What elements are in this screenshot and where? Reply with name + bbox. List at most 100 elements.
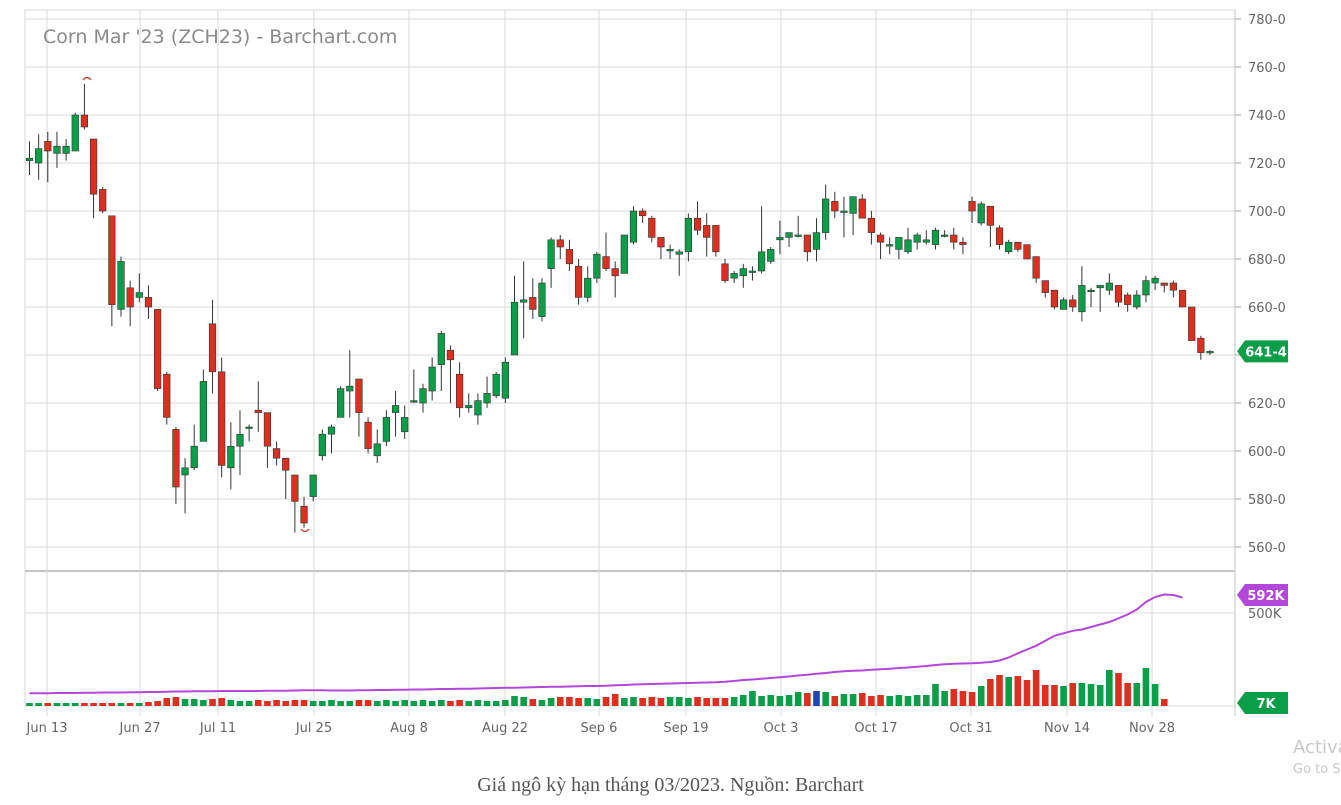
volume-bar: [794, 692, 802, 706]
candle-up: [977, 203, 985, 224]
volume-bar: [1124, 683, 1131, 706]
volume-bar: [1133, 683, 1141, 706]
volume-bar: [868, 696, 875, 706]
value-tags: 641-4 592K 7K: [1237, 340, 1288, 714]
volume-bar: [337, 701, 344, 706]
volume-bar: [703, 698, 710, 706]
time-tick-label: Jun 13: [26, 721, 68, 736]
candle-up: [520, 299, 528, 303]
candle-down: [602, 256, 610, 269]
volume-bar: [200, 700, 207, 706]
candle-down: [867, 217, 876, 233]
candle-down: [876, 234, 885, 243]
candle-up: [419, 388, 427, 404]
candle-up: [501, 361, 509, 399]
candle-up: [767, 249, 775, 262]
candle-down: [858, 198, 866, 219]
candle-down: [693, 217, 702, 231]
candle-up: [190, 445, 198, 469]
volume-bar: [1078, 683, 1086, 706]
volume-bar: [749, 691, 756, 706]
volume-bar: [264, 701, 271, 706]
candle-down: [282, 457, 290, 471]
candle-down: [218, 371, 226, 466]
volume-bar: [438, 700, 445, 706]
time-tick-label: Jul 11: [199, 721, 236, 736]
candle-up: [373, 443, 381, 457]
candle-down: [163, 373, 171, 418]
volume-bar: [657, 698, 665, 706]
candle-up: [941, 234, 949, 237]
candle-up: [776, 237, 784, 241]
volume-bar: [346, 701, 354, 706]
volume-bar: [1087, 684, 1095, 706]
volume-tag: 7K: [1237, 692, 1288, 714]
candle-down: [1124, 294, 1132, 305]
volume-bar: [1115, 673, 1122, 706]
volume-bar: [1032, 670, 1040, 706]
time-tick-label: Jul 25: [295, 721, 332, 736]
candle-up: [391, 405, 400, 413]
candle-up: [199, 381, 207, 442]
volume-bar: [566, 697, 573, 706]
candle-up: [666, 249, 674, 252]
volume-bar: [923, 695, 930, 706]
candle-up: [327, 426, 336, 435]
volume-bar: [621, 698, 628, 706]
candle-up: [675, 251, 683, 255]
chart-grid: [24, 9, 1236, 716]
candle-up: [931, 229, 940, 245]
volume-bar: [648, 697, 656, 706]
candle-down: [556, 239, 564, 248]
candle-up: [547, 239, 555, 269]
candle-down: [172, 429, 180, 488]
candle-up: [410, 400, 418, 403]
candle-up: [135, 292, 143, 298]
candle-up: [236, 433, 244, 447]
candle-up: [1059, 299, 1068, 310]
candle-down: [703, 225, 711, 238]
volume-bar: [538, 700, 546, 706]
period-low-marker: [300, 528, 310, 533]
candle-up: [318, 433, 326, 457]
candle-down: [291, 474, 299, 502]
volume-bar: [245, 701, 253, 706]
volume-bar: [465, 701, 473, 706]
volume-bar: [959, 691, 967, 706]
volume-bar: [474, 700, 482, 706]
last-price-tag-text: 641-4: [1245, 345, 1287, 360]
time-tick-label: Aug 22: [482, 721, 528, 736]
candle-down: [300, 505, 308, 524]
price-tick-label: 700-0: [1248, 205, 1286, 220]
volume-bar: [767, 695, 775, 706]
candle-down: [968, 201, 976, 212]
volume-bar: [53, 703, 61, 706]
volume-bar: [62, 703, 70, 706]
candle-up: [117, 261, 125, 310]
volume-bar: [987, 679, 994, 706]
volume-bar: [1142, 668, 1150, 706]
volume-bar: [1041, 685, 1049, 706]
candle-up: [35, 148, 43, 164]
volume-bar: [456, 700, 463, 706]
candle-down: [126, 287, 134, 308]
candle-up: [895, 237, 903, 250]
candle-down: [1032, 256, 1040, 279]
candle-up: [382, 417, 390, 442]
candle-down: [80, 114, 89, 128]
chart-title: Corn Mar '23 (ZCH23) - Barchart.com: [43, 26, 397, 48]
volume-bar: [520, 697, 527, 706]
candle-down: [565, 249, 574, 265]
volume-bar: [593, 699, 601, 706]
volume-bar: [941, 691, 948, 706]
candle-up: [437, 333, 445, 365]
candle-up: [401, 417, 409, 433]
volume-bar: [895, 695, 903, 706]
volume-bar: [273, 700, 280, 706]
candle-up: [730, 273, 738, 279]
candle-up: [309, 474, 317, 497]
volume-bar: [291, 700, 299, 706]
volume-bar: [712, 698, 720, 706]
candle-up: [53, 145, 61, 154]
